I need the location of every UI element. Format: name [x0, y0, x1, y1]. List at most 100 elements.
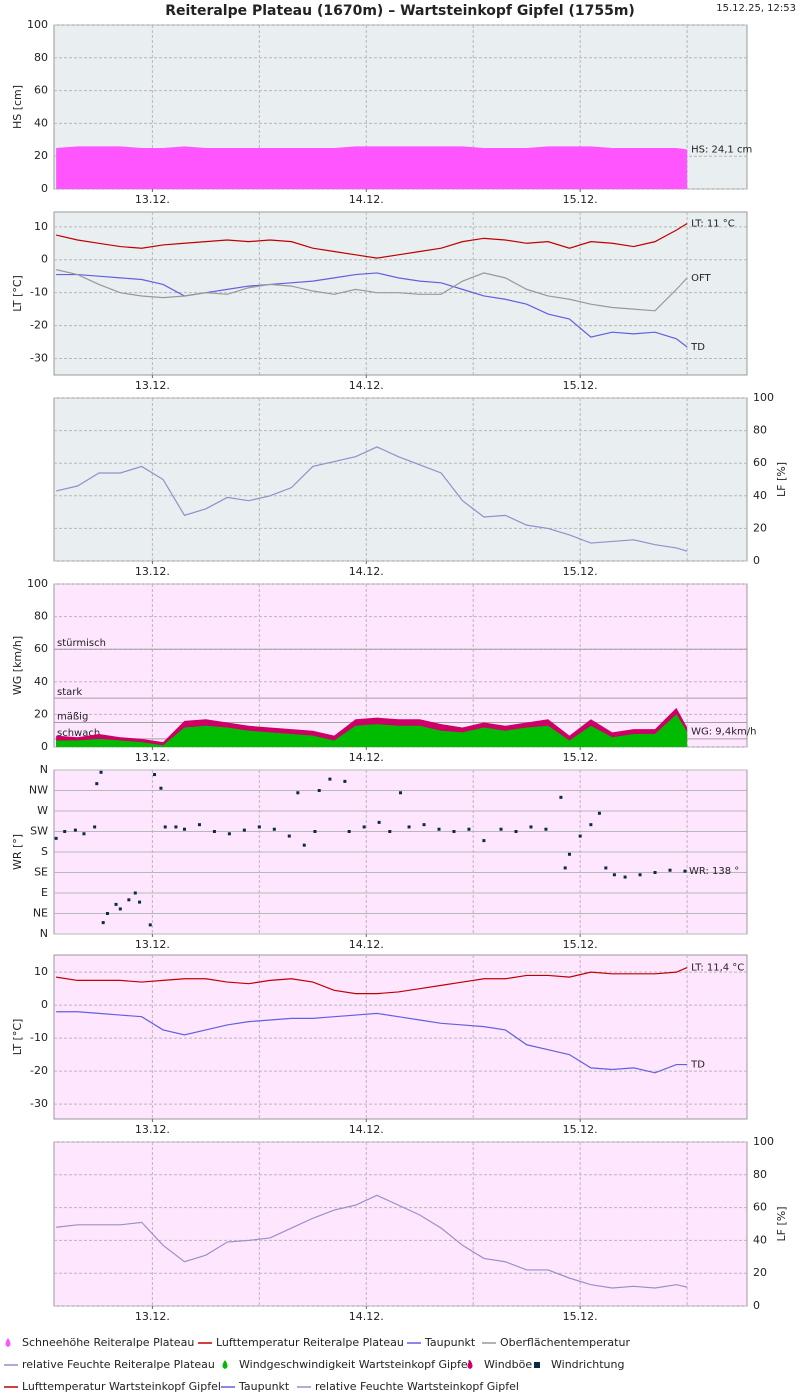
point — [272, 827, 276, 831]
point — [153, 773, 157, 777]
plot-background — [53, 954, 748, 1120]
point — [257, 825, 261, 829]
point — [544, 827, 548, 831]
x-tick-label: 15.12. — [563, 1310, 598, 1323]
legend-label: Taupunkt — [238, 1380, 290, 1393]
legend-icon — [5, 1338, 11, 1347]
point — [407, 825, 411, 829]
x-tick-label: 13.12. — [135, 938, 170, 951]
point — [148, 923, 152, 927]
y-tick-label: 100 — [27, 577, 48, 590]
y-tick-label: 0 — [753, 1299, 760, 1312]
point — [127, 898, 131, 902]
point — [668, 868, 672, 872]
end-label: LT: 11,4 °C — [691, 963, 744, 974]
point — [638, 873, 642, 877]
legend-icon — [467, 1360, 473, 1369]
legend-icon — [534, 1362, 540, 1368]
point — [163, 825, 167, 829]
y-tick-label: 100 — [753, 1135, 774, 1148]
y-tick-label: 100 — [753, 391, 774, 404]
x-tick-label: 13.12. — [135, 565, 170, 578]
y-tick-label: -10 — [30, 1031, 48, 1044]
point — [377, 820, 381, 824]
y-tick-label: 40 — [753, 489, 767, 502]
legend-label: Lufttemperatur Reiteralpe Plateau — [216, 1336, 404, 1349]
y-axis-label: WG [km/h] — [11, 636, 24, 695]
x-tick-label: 15.12. — [563, 1123, 598, 1136]
point — [174, 825, 178, 829]
x-tick-label: 13.12. — [135, 193, 170, 206]
point — [529, 825, 533, 829]
point — [82, 832, 86, 836]
y-tick-label: 0 — [41, 182, 48, 195]
plot-background — [53, 1141, 748, 1307]
legend-label: Lufttemperatur Wartsteinkopf Gipfel — [22, 1380, 221, 1393]
point — [388, 830, 392, 833]
point — [95, 782, 99, 786]
end-label: TD — [690, 342, 705, 353]
y-tick-label: NW — [29, 784, 48, 797]
point — [138, 900, 142, 904]
legend-label: relative Feuchte Reiteralpe Plateau — [22, 1358, 215, 1371]
point — [114, 902, 118, 906]
y-tick-label: E — [41, 886, 48, 899]
x-tick-label: 13.12. — [135, 379, 170, 392]
point — [482, 839, 486, 843]
x-tick-label: 14.12. — [349, 1123, 384, 1136]
x-tick-label: 13.12. — [135, 1310, 170, 1323]
point — [362, 825, 366, 829]
end-label: LT: 11 °C — [691, 219, 735, 230]
y-axis-label: LT [°C] — [11, 1019, 24, 1056]
point — [422, 823, 426, 827]
y-tick-label: 20 — [34, 707, 48, 720]
point — [559, 795, 563, 799]
line — [56, 1011, 688, 1074]
x-tick-label: 14.12. — [349, 193, 384, 206]
point — [296, 791, 300, 795]
point — [227, 832, 231, 836]
legend-label: relative Feuchte Wartsteinkopf Gipfel — [315, 1380, 519, 1393]
x-tick-label: 13.12. — [135, 751, 170, 764]
y-tick-label: -20 — [30, 1064, 48, 1077]
point — [347, 830, 351, 833]
y-axis-label: LT [°C] — [11, 275, 24, 312]
legend-label: Windgeschwindigkeit Wartsteinkopf Gipfel — [239, 1358, 471, 1371]
line — [56, 272, 688, 348]
point — [212, 830, 216, 833]
y-tick-label: -30 — [30, 1097, 48, 1110]
point — [612, 873, 616, 877]
point — [182, 827, 186, 831]
point — [604, 866, 608, 870]
point — [105, 912, 109, 915]
y-tick-label: N — [40, 927, 48, 940]
y-tick-label: 100 — [27, 18, 48, 31]
y-tick-label: 80 — [34, 51, 48, 64]
y-axis-label: LF [%] — [775, 1207, 788, 1242]
point — [101, 921, 105, 925]
end-label: WG: 9,4km/h — [691, 727, 756, 738]
area — [56, 714, 688, 747]
threshold-label: schwach — [57, 728, 100, 739]
point — [467, 827, 471, 831]
area — [56, 146, 688, 189]
x-tick-label: 14.12. — [349, 565, 384, 578]
point — [93, 825, 97, 829]
line — [56, 269, 688, 312]
line — [56, 966, 688, 995]
y-tick-label: 0 — [41, 998, 48, 1011]
point — [343, 779, 347, 783]
y-tick-label: -10 — [30, 286, 48, 299]
timestamp: 15.12.25, 12:53 — [716, 3, 796, 14]
chart-title: Reiteralpe Plateau (1670m) – Wartsteinko… — [165, 3, 635, 19]
point — [567, 852, 571, 856]
point — [653, 871, 657, 874]
legend-label: Oberflächentemperatur — [500, 1336, 630, 1349]
point — [118, 907, 122, 911]
x-tick-label: 13.12. — [135, 1123, 170, 1136]
y-tick-label: 60 — [34, 84, 48, 97]
point — [287, 834, 291, 838]
x-tick-label: 15.12. — [563, 565, 598, 578]
y-tick-label: 40 — [34, 116, 48, 129]
point — [63, 830, 67, 833]
